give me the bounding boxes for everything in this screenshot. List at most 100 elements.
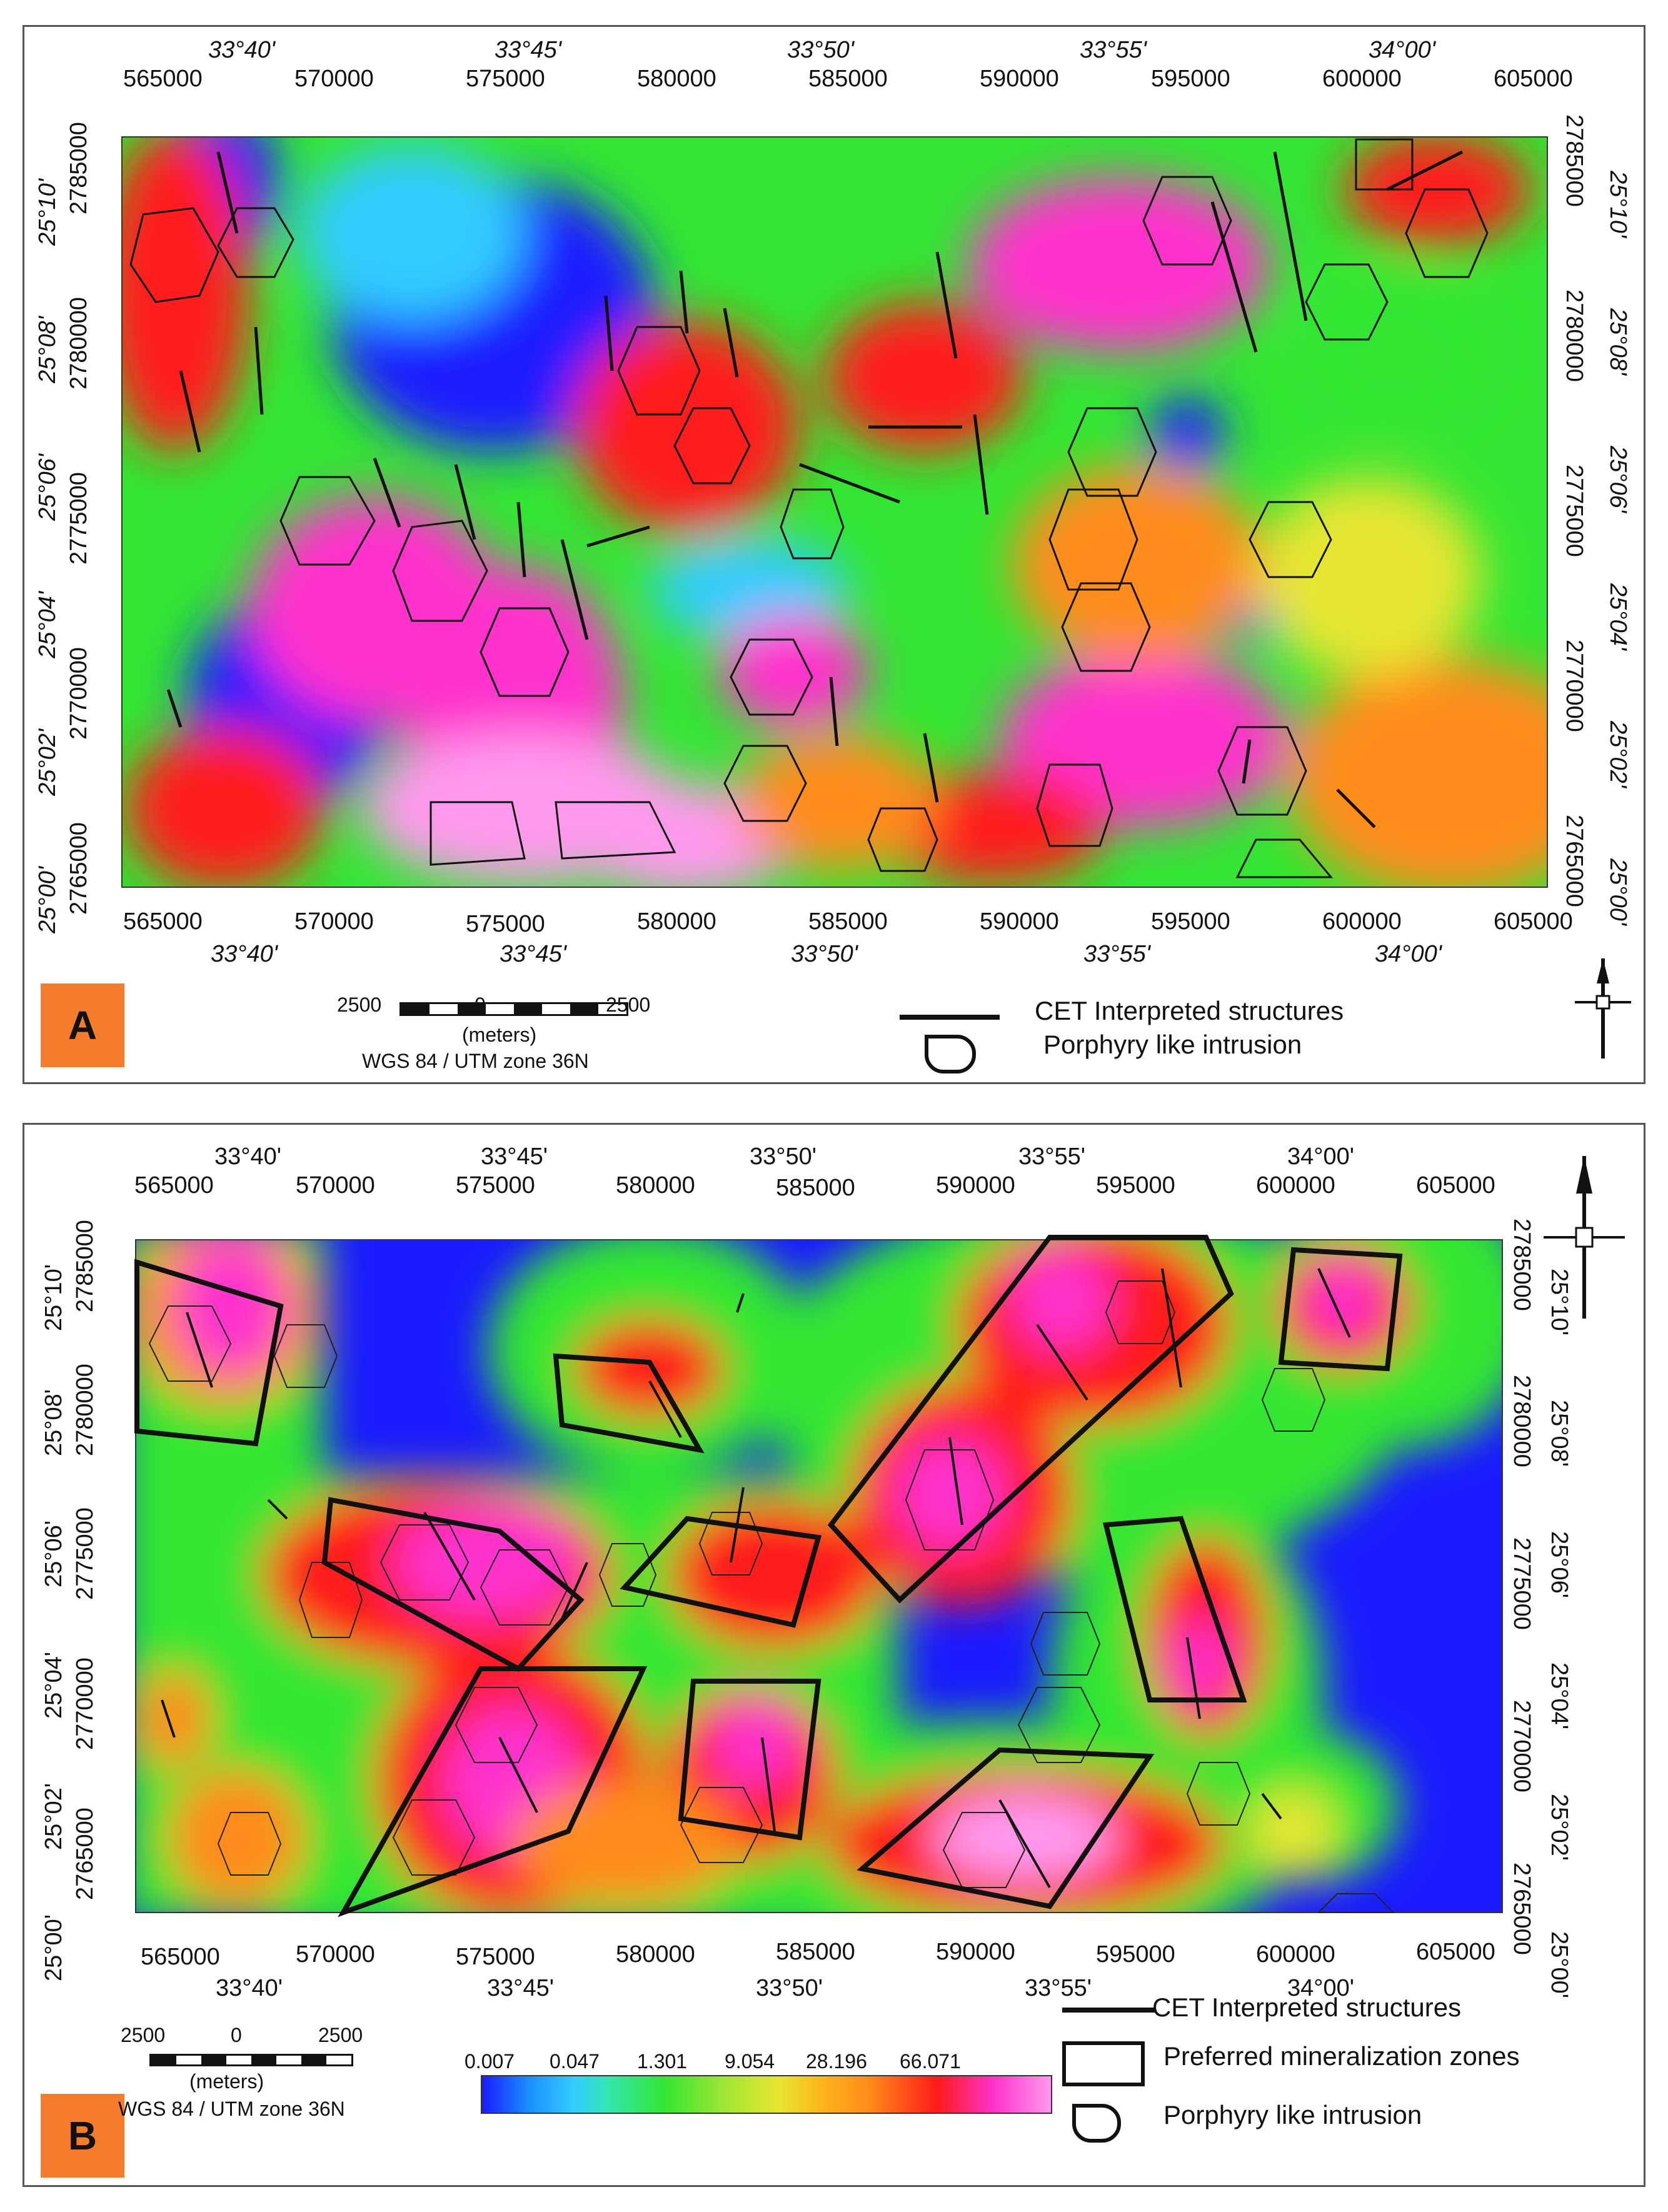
line-legend-icon: [1062, 2008, 1156, 2013]
legend-zones: Preferred mineralization zones: [1163, 2041, 1520, 2071]
longitude-tick: 33°45': [495, 37, 561, 63]
intrusion-outline: [1261, 1368, 1326, 1432]
intrusion-outline: [298, 1562, 363, 1638]
longitude-tick: 33°40': [216, 1975, 283, 2001]
structure-line: [267, 1499, 288, 1520]
structure-line: [254, 326, 264, 415]
structure-line: [736, 1293, 745, 1313]
easting-tick: 580000: [637, 66, 716, 92]
colorbar-tick: 0.007: [465, 2050, 515, 2073]
intrusion-outline: [279, 476, 376, 566]
northing-tick: 2785000: [1509, 1219, 1535, 1311]
easting-tick: 585000: [808, 66, 888, 92]
structure-line: [973, 414, 989, 515]
structure-line: [1036, 1324, 1088, 1401]
longitude-tick: 33°40': [208, 37, 275, 63]
scale-mid: 0: [231, 2024, 242, 2046]
northing-tick: 2775000: [1561, 465, 1587, 557]
latitude-tick: 25°04': [34, 591, 61, 658]
scale-unit: (meters): [462, 1023, 537, 1046]
mineralization-zone: [678, 1679, 821, 1841]
intrusion-outline: [673, 407, 751, 485]
scale-left: 2500: [337, 993, 382, 1016]
structure-line: [373, 458, 401, 528]
structure-line: [161, 1699, 176, 1738]
easting-tick: 595000: [1096, 1172, 1175, 1199]
structure-line: [679, 270, 689, 334]
latitude-tick: 25°04': [41, 1652, 67, 1719]
structure-line: [730, 1487, 745, 1563]
longitude-tick: 33°45': [500, 941, 566, 967]
intrusions-b: [148, 1280, 1395, 1913]
latitude-tick: 25°04': [1546, 1662, 1572, 1729]
easting-tick: 595000: [1151, 908, 1230, 935]
easting-tick: 605000: [1494, 908, 1573, 935]
latitude-tick: 25°08': [34, 316, 61, 383]
structure-line: [1336, 788, 1376, 828]
northing-tick: 2785000: [1561, 114, 1587, 207]
longitude-tick: 33°45': [487, 1975, 554, 2001]
structure-line: [761, 1737, 776, 1832]
latitude-tick: 25°10': [1605, 171, 1631, 238]
latitude-tick: 25°08': [1546, 1400, 1572, 1467]
intrusion-outline: [1186, 1762, 1251, 1826]
latitude-tick: 25°00': [41, 1914, 67, 1981]
easting-tick: 605000: [1416, 1939, 1495, 1965]
mineralization-zone: [553, 1353, 705, 1454]
structure-line: [454, 464, 476, 540]
easting-tick: 590000: [980, 66, 1059, 92]
north-arrow-icon: [1575, 958, 1631, 1058]
panel-a: A 565000 570000 575000 580000 585000 590…: [23, 25, 1645, 1084]
structure-line: [923, 733, 939, 803]
northing-tick: 2765000: [72, 1807, 98, 1900]
structure-line: [561, 1562, 588, 1619]
structure-line: [829, 676, 839, 747]
latitude-tick: 25°06': [1546, 1531, 1572, 1598]
longitude-tick: 33°45': [481, 1144, 548, 1170]
latitude-tick: 25°04': [1605, 583, 1631, 650]
intrusion-outline: [1235, 838, 1334, 878]
scale-bar-a: [399, 1002, 628, 1016]
intrusion-outline: [129, 207, 219, 303]
latitude-tick: 25°02': [41, 1783, 67, 1850]
intrusion-outline: [1142, 176, 1232, 266]
easting-tick: 590000: [936, 1939, 1015, 1965]
intrusion-outline: [1036, 763, 1113, 847]
easting-tick: 575000: [456, 1944, 535, 1970]
projection-label: WGS 84 / UTM zone 36N: [362, 1050, 589, 1072]
structure-line: [1161, 1268, 1182, 1388]
easting-tick: 590000: [936, 1172, 1015, 1199]
colorbar-tick: 28.196: [806, 2050, 867, 2073]
map-a-frame: [121, 136, 1548, 888]
mineralization-zone: [857, 1747, 1155, 1909]
intrusion-outline: [217, 1812, 282, 1876]
intrusion-outline: [680, 1787, 763, 1863]
intrusions-a: [129, 138, 1489, 878]
mineralization-zone: [620, 1516, 822, 1628]
easting-tick: 565000: [134, 1172, 214, 1199]
colorbar-tick: 9.054: [725, 2050, 775, 2073]
intrusion-outline: [780, 488, 845, 560]
easting-tick: 600000: [1322, 908, 1402, 935]
structure-line: [1186, 1637, 1201, 1719]
intrusion-outline: [617, 326, 701, 416]
colorbar-tick: 1.301: [637, 2050, 688, 2073]
map-a: [121, 136, 1548, 888]
colorbar-tick: 66.071: [900, 2050, 961, 2073]
polygon-legend-icon: [1062, 2041, 1145, 2086]
structure-line: [935, 251, 958, 359]
structure-line: [799, 463, 900, 504]
latitude-tick: 25°02': [1605, 721, 1631, 788]
intrusion-outline: [1317, 1893, 1395, 1913]
intrusion-outline: [392, 520, 488, 622]
intrusion-outline: [430, 801, 526, 866]
easting-tick: 600000: [1256, 1172, 1335, 1199]
intrusion-outline: [1017, 1687, 1101, 1763]
easting-tick: 585000: [776, 1939, 855, 1965]
longitude-tick: 33°55': [1083, 941, 1150, 967]
easting-tick: 575000: [456, 1172, 535, 1199]
structure-line: [604, 295, 614, 371]
northing-tick: 2775000: [1509, 1537, 1535, 1630]
intrusion-outline: [1355, 138, 1414, 191]
structure-line: [166, 689, 183, 728]
